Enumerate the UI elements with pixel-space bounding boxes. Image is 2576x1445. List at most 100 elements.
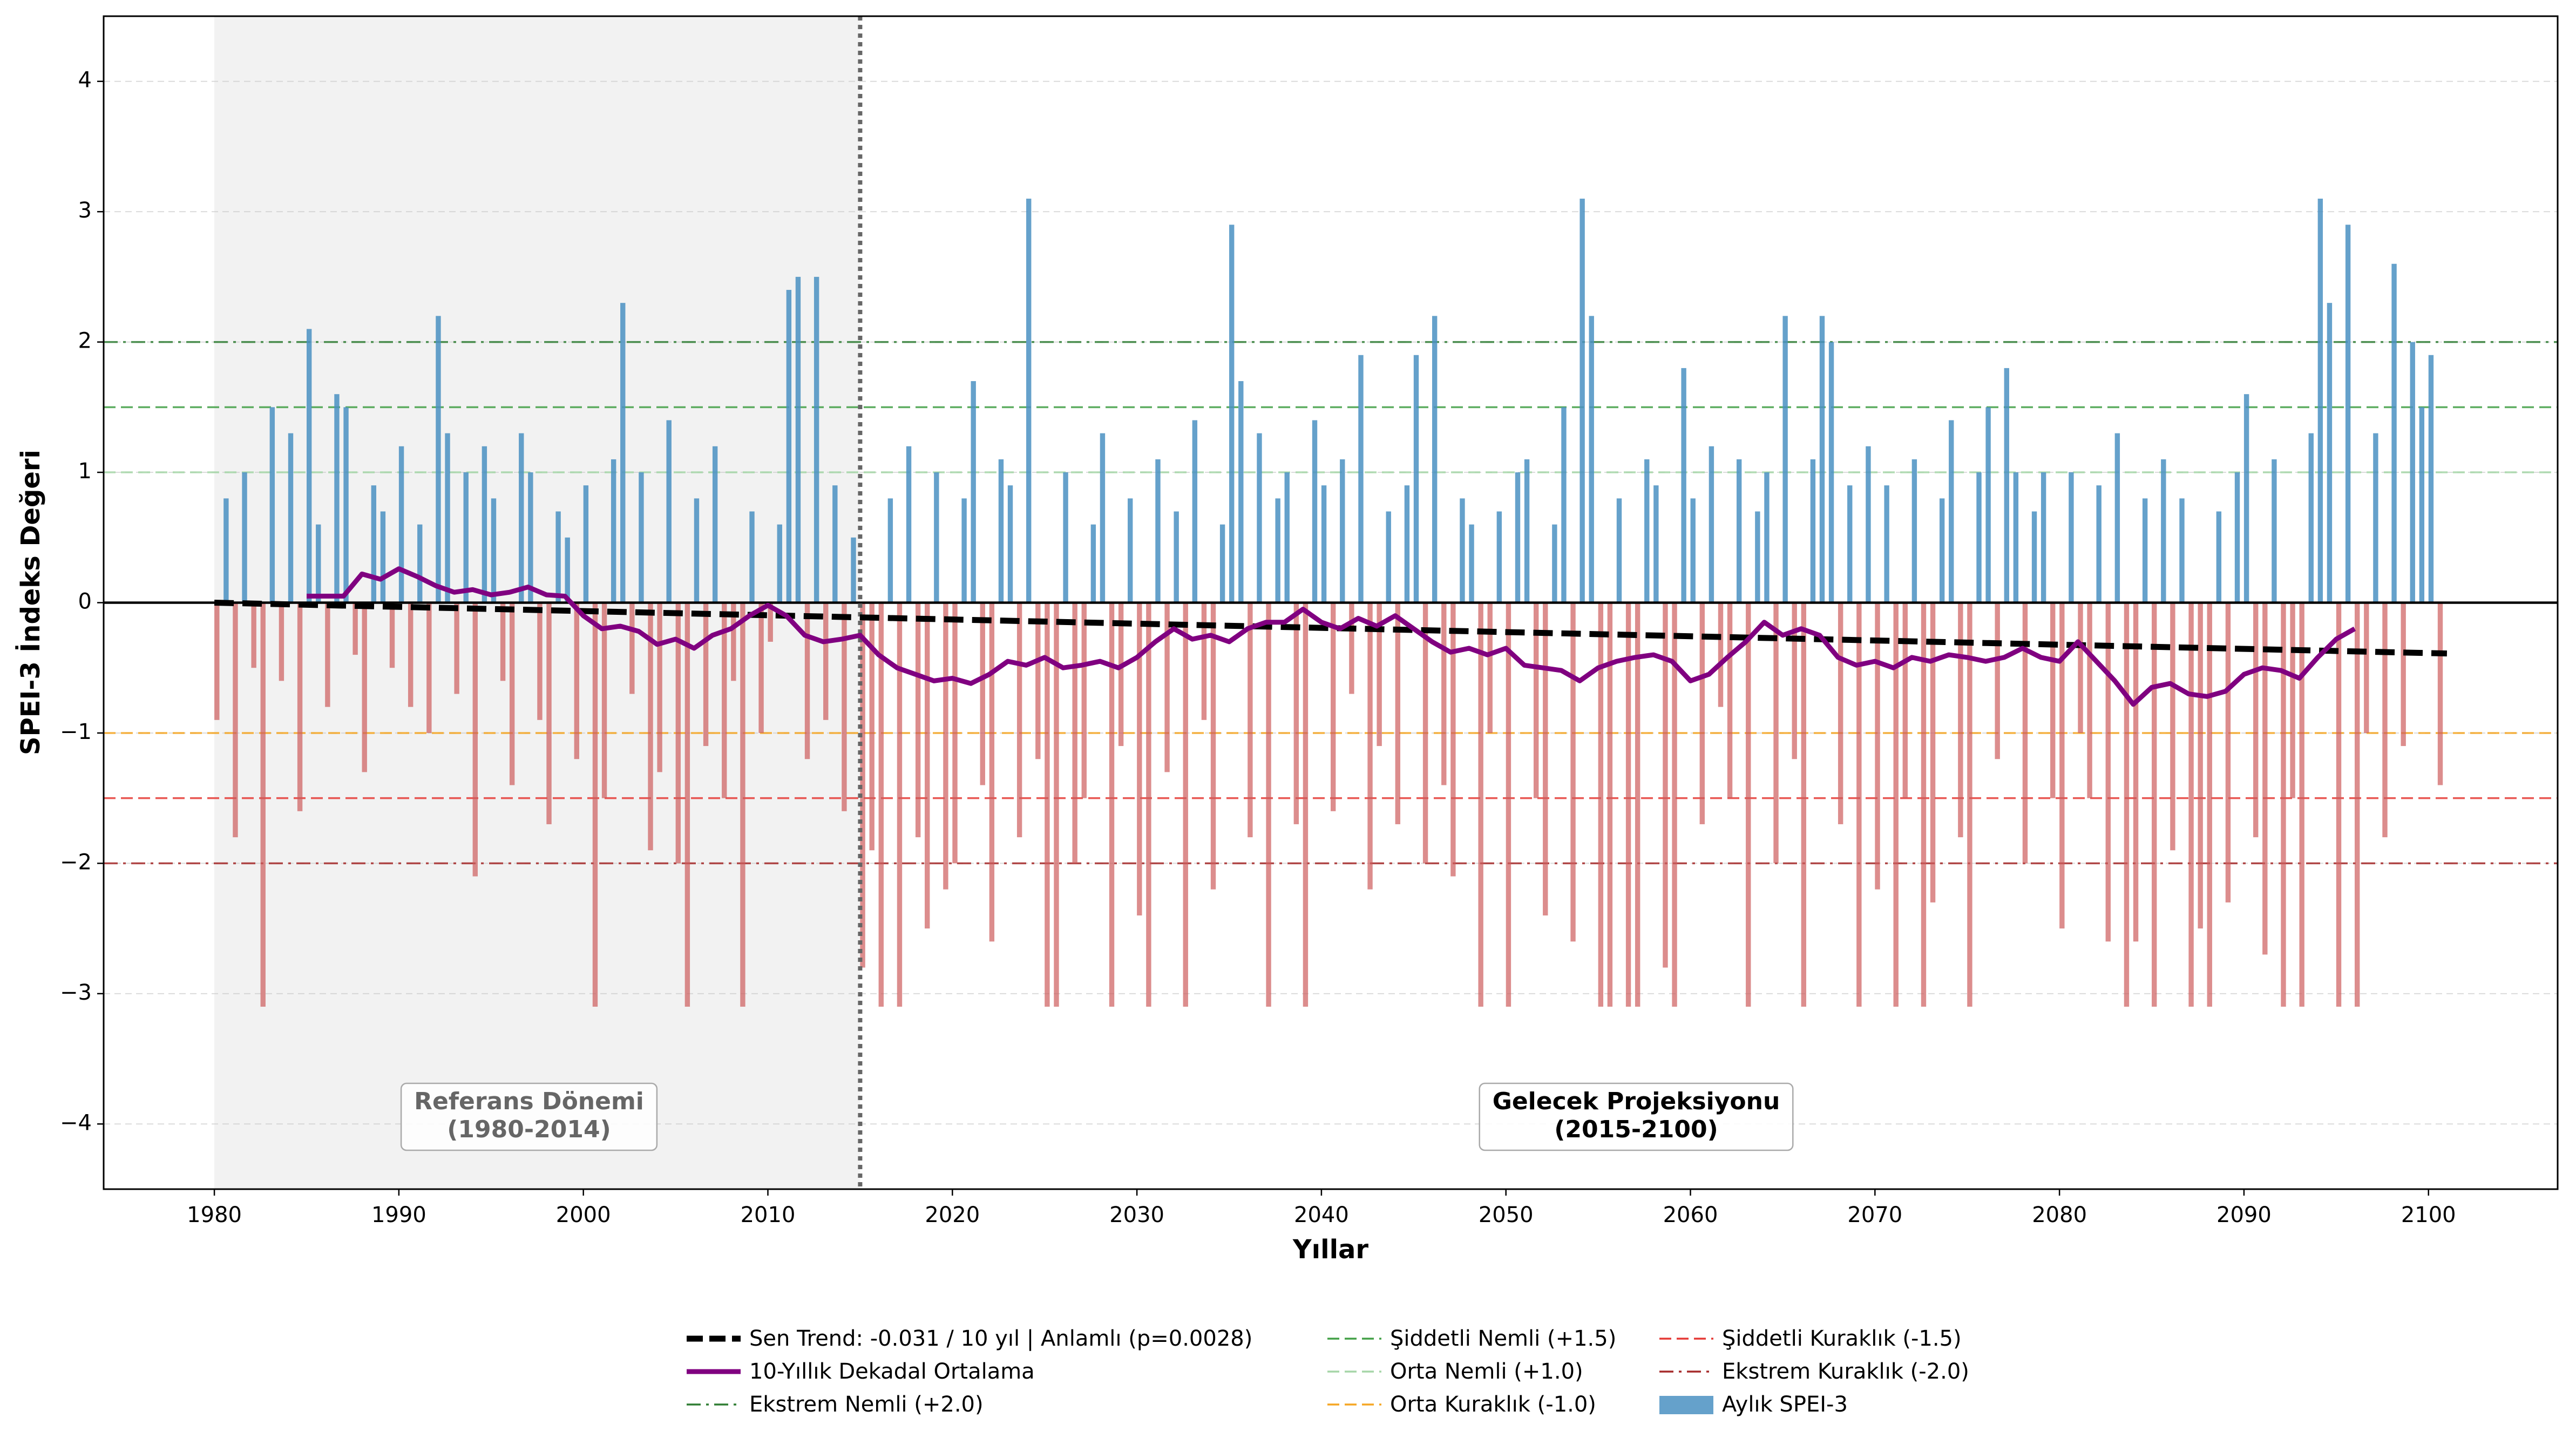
bar — [1819, 316, 1825, 603]
bar — [1967, 602, 1972, 1007]
bar — [2022, 602, 2028, 864]
y-tick-label: −4 — [60, 1110, 92, 1135]
x-tick-label: 2030 — [1109, 1203, 1164, 1227]
bar — [1137, 602, 1142, 915]
bar — [454, 602, 459, 694]
bar — [897, 602, 903, 1007]
x-tick-label: 1990 — [371, 1203, 426, 1227]
bar — [1533, 602, 1539, 798]
bar — [1755, 511, 1760, 603]
bar — [731, 602, 736, 681]
bar — [352, 602, 358, 655]
y-tick-label: 4 — [78, 68, 92, 93]
y-tick-label: 0 — [78, 589, 92, 614]
bar — [2382, 602, 2388, 838]
bar — [1782, 316, 1788, 603]
bar — [445, 433, 450, 603]
bar — [1663, 602, 1668, 968]
bar — [2216, 511, 2222, 603]
bar — [2243, 394, 2249, 603]
bar — [740, 602, 745, 1007]
legend-label: Ekstrem Kuraklık (-2.0) — [1722, 1359, 1969, 1384]
bar — [1635, 602, 1640, 1007]
bar — [1958, 602, 1963, 838]
x-tick-label: 2020 — [925, 1203, 980, 1227]
bar — [574, 602, 580, 759]
legend-swatch — [1659, 1396, 1713, 1414]
bar — [1007, 485, 1013, 603]
bar — [758, 602, 764, 733]
bar — [2290, 602, 2295, 798]
bar — [2152, 602, 2157, 1007]
bar — [528, 472, 533, 603]
legend-label: Sen Trend: -0.031 / 10 yıl | Anlamlı (p=… — [749, 1326, 1252, 1351]
bar — [989, 602, 995, 942]
bar — [601, 602, 607, 798]
bar — [1893, 602, 1899, 1007]
bar — [1469, 524, 1474, 603]
bar — [1293, 602, 1299, 824]
bar — [2317, 199, 2323, 603]
x-tick-label: 1980 — [187, 1203, 242, 1227]
bar — [620, 303, 626, 603]
bar — [1340, 459, 1345, 603]
plot-frame — [103, 15, 2559, 1190]
bar — [1856, 602, 1862, 1007]
bar — [842, 602, 847, 811]
bar — [269, 407, 275, 603]
bar — [1303, 602, 1309, 1007]
bar — [1312, 420, 1318, 603]
bar — [768, 602, 773, 642]
bar — [1063, 472, 1068, 603]
bar — [934, 472, 939, 603]
legend-label: Orta Kuraklık (-1.0) — [1390, 1392, 1596, 1417]
bar — [694, 498, 700, 603]
bar — [1109, 602, 1115, 1007]
bar — [371, 485, 377, 603]
bar — [804, 602, 810, 759]
bar — [943, 602, 948, 890]
bar — [1460, 498, 1465, 603]
bar — [1911, 459, 1917, 603]
bar — [1358, 355, 1364, 603]
bar — [1386, 511, 1391, 603]
bar — [214, 602, 220, 720]
bar — [1072, 602, 1077, 864]
bar — [306, 329, 312, 603]
bar — [1377, 602, 1382, 747]
bar — [2437, 602, 2443, 785]
bar — [906, 446, 912, 603]
bar — [1054, 602, 1059, 1007]
bar — [666, 420, 672, 603]
bar — [491, 498, 497, 603]
bar — [1128, 498, 1133, 603]
bar — [1828, 342, 1834, 603]
x-tick-label: 2060 — [1663, 1203, 1718, 1227]
bar — [398, 446, 404, 603]
x-tick-label: 2010 — [741, 1203, 796, 1227]
bar — [915, 602, 921, 838]
bar — [2142, 498, 2148, 603]
bar — [675, 602, 681, 864]
bar — [887, 498, 893, 603]
bar — [1524, 459, 1530, 603]
bar — [2401, 602, 2406, 747]
bar — [2170, 602, 2175, 851]
bar — [648, 602, 653, 851]
bar — [1746, 602, 1751, 1007]
bar — [1921, 602, 1927, 1007]
bar — [2179, 498, 2185, 603]
legend-label: Şiddetli Kuraklık (-1.5) — [1722, 1326, 1962, 1351]
annotation: Gelecek Projeksiyonu(2015-2100) — [1479, 1082, 1794, 1151]
bar — [1248, 602, 1253, 838]
bar — [1976, 472, 1982, 603]
legend-label: Orta Nemli (+1.0) — [1390, 1359, 1583, 1384]
bar — [2391, 263, 2397, 603]
bar — [1257, 433, 1262, 603]
y-axis-label: SPEI-3 İndeks Değeri — [15, 450, 46, 755]
bar — [2345, 225, 2351, 603]
bar — [592, 602, 598, 1007]
bar — [279, 602, 284, 681]
